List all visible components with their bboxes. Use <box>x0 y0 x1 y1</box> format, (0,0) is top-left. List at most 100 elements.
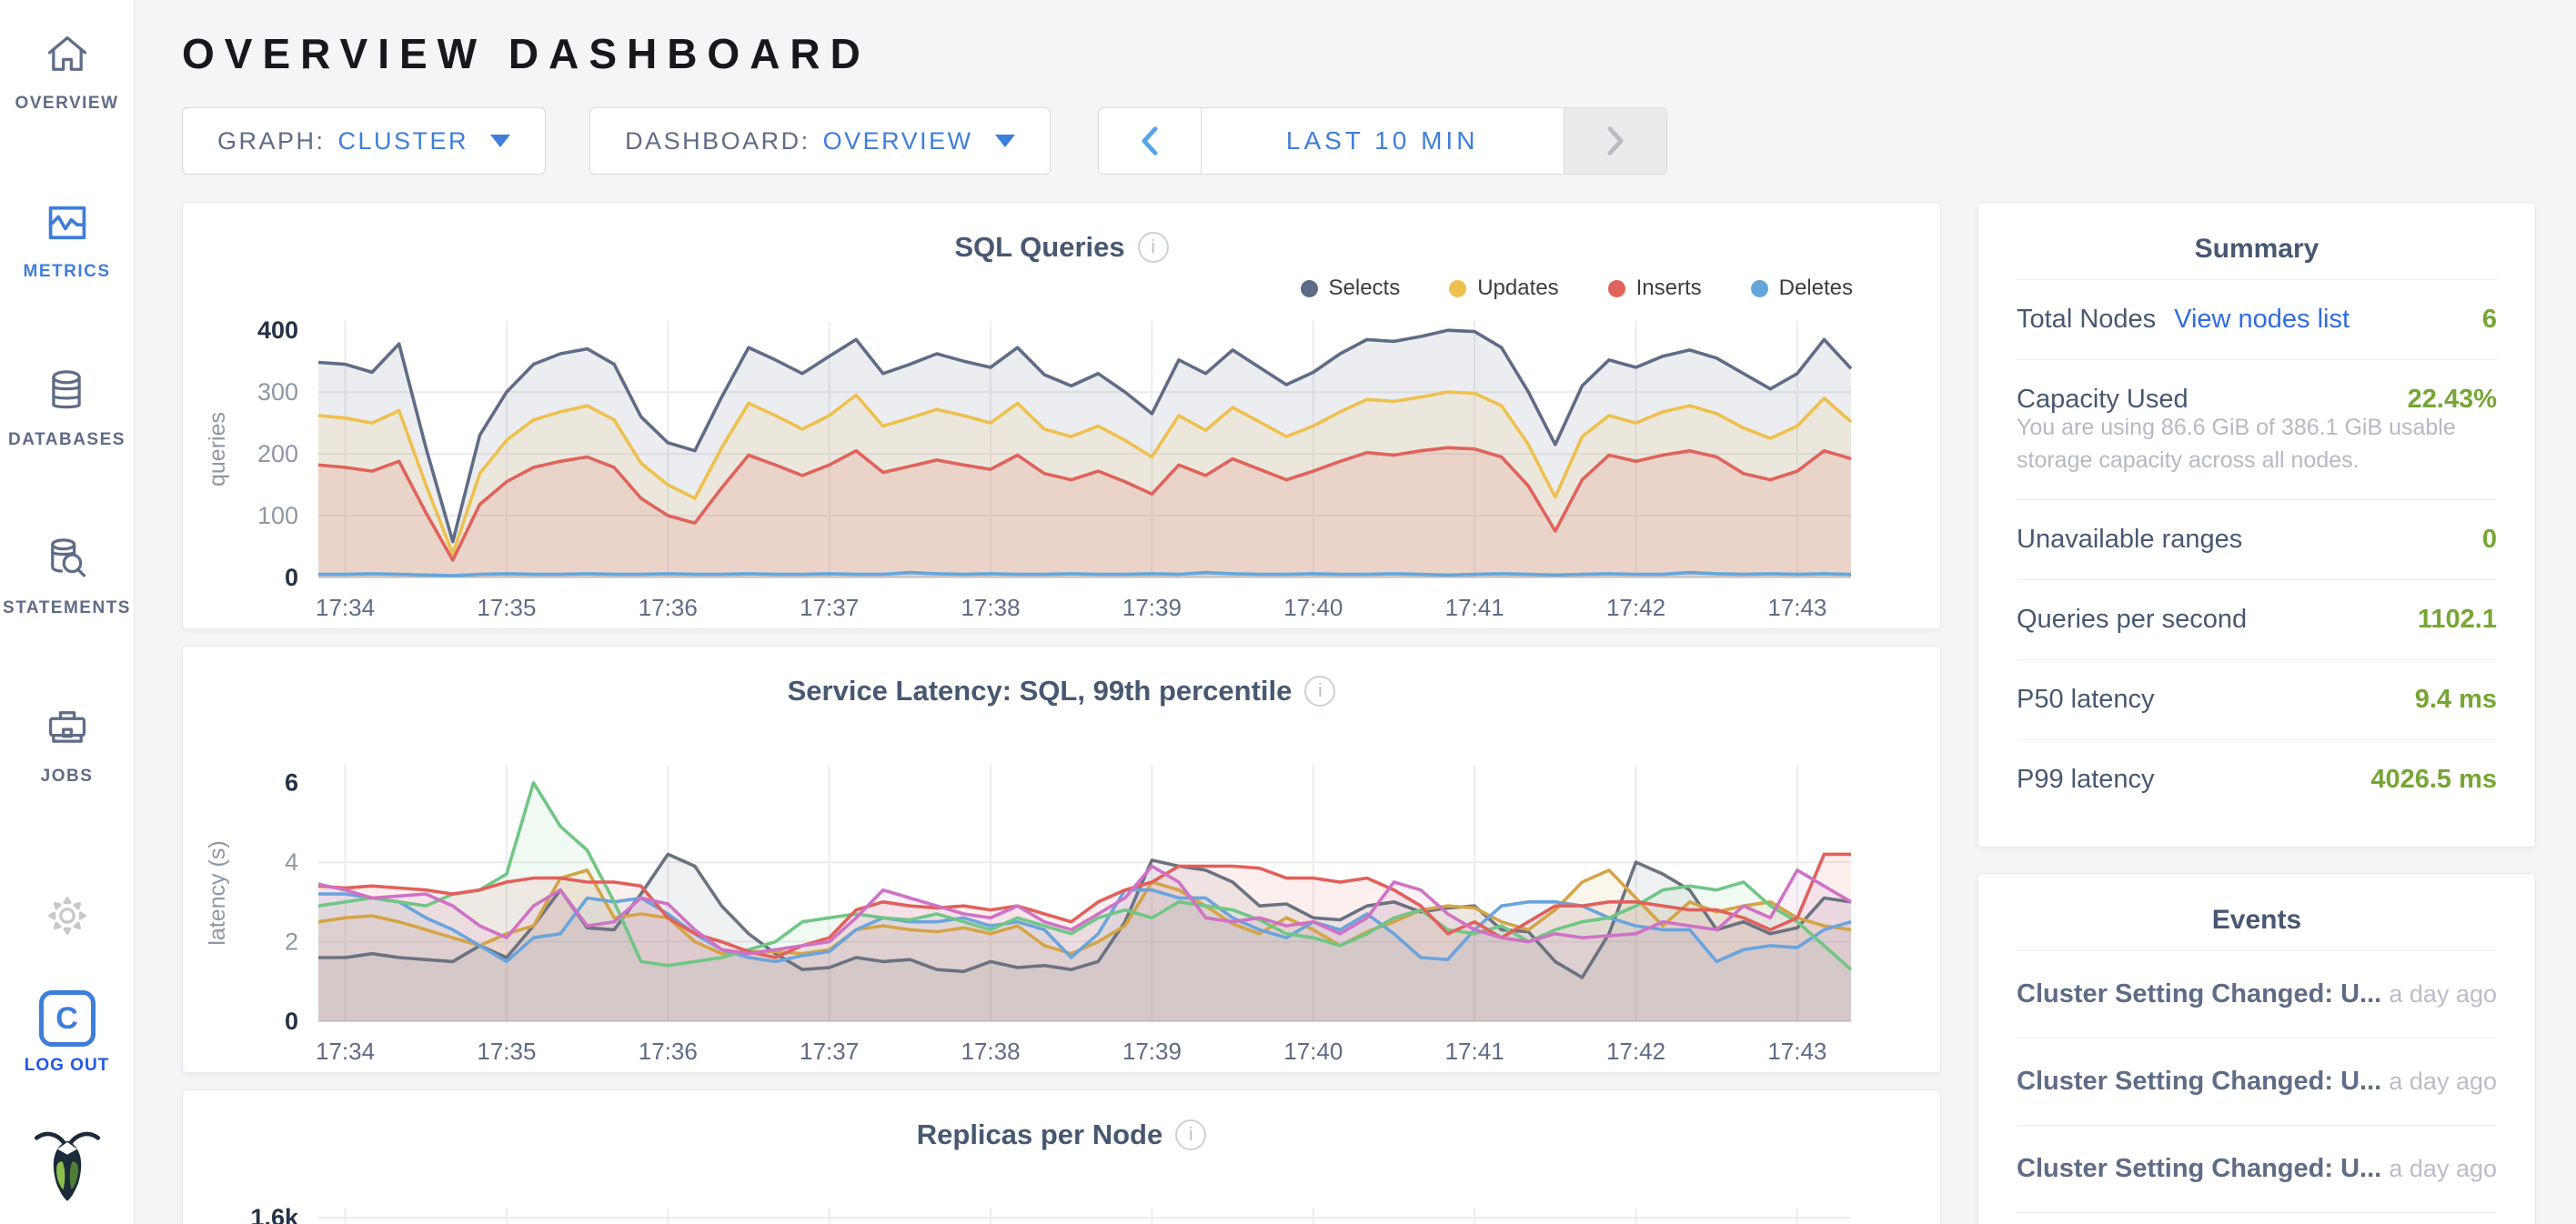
svg-text:queries: queries <box>205 412 230 487</box>
event-row[interactable]: Cluster Setting Changed: U... a day ago <box>2017 949 2497 1038</box>
view-nodes-list-link[interactable]: View nodes list <box>2174 305 2350 334</box>
svg-text:17:37: 17:37 <box>800 1038 859 1065</box>
chart-title: Service Latency: SQL, 99th percentile <box>787 675 1293 707</box>
logout-c-icon: C <box>38 990 96 1047</box>
time-next-button[interactable] <box>1564 108 1666 174</box>
svg-text:100: 100 <box>257 502 298 529</box>
sql-queries-plot[interactable]: 400 300 200 100 0 17:34 17:35 17:36 17:37 17:38 17… <box>183 308 1940 628</box>
info-icon[interactable]: i <box>1137 232 1169 263</box>
graph-dropdown-label: GRAPH: <box>217 126 326 155</box>
time-prev-button[interactable] <box>1098 108 1201 174</box>
svg-text:17:35: 17:35 <box>477 1038 536 1065</box>
svg-text:17:34: 17:34 <box>316 594 375 621</box>
legend-dot-icon <box>1300 279 1318 297</box>
qps-value: 1102.1 <box>2417 604 2497 634</box>
database-icon <box>43 367 90 419</box>
graph-dropdown[interactable]: GRAPH: CLUSTER <box>182 107 547 175</box>
sidebar-item-statements[interactable]: STATEMENTS <box>3 536 131 618</box>
svg-text:17:42: 17:42 <box>1606 1038 1665 1065</box>
p50-latency-value: 9.4 ms <box>2414 684 2497 714</box>
svg-text:17:39: 17:39 <box>1122 1038 1182 1065</box>
time-range-selector: LAST 10 MIN <box>1097 107 1667 175</box>
svg-text:17:43: 17:43 <box>1767 1038 1826 1065</box>
events-title: Events <box>2211 904 2302 935</box>
sidebar-item-jobs[interactable]: JOBS <box>41 704 94 787</box>
sidebar-item-metrics[interactable]: METRICS <box>24 199 111 282</box>
chevron-down-icon <box>994 135 1015 147</box>
svg-text:6: 6 <box>285 769 298 797</box>
chevron-down-icon <box>490 135 511 147</box>
summary-row-unavailable-ranges: Unavailable ranges 0 <box>2017 498 2497 579</box>
settings-gear-icon[interactable] <box>46 895 88 941</box>
sidebar-item-label: OVERVIEW <box>15 94 119 113</box>
svg-text:1.6k: 1.6k <box>250 1204 299 1224</box>
total-nodes-value: 6 <box>2481 305 2497 334</box>
svg-text:4: 4 <box>285 848 298 876</box>
chart-title: Replicas per Node <box>916 1119 1163 1150</box>
replicas-per-node-chart-card: Replicas per Node i 1.6k <box>182 1089 1941 1224</box>
svg-text:17:42: 17:42 <box>1606 594 1665 621</box>
svg-text:400: 400 <box>257 316 298 344</box>
legend-item-selects[interactable]: Selects <box>1300 276 1400 301</box>
svg-text:2: 2 <box>285 928 298 956</box>
legend-item-inserts[interactable]: Inserts <box>1607 276 1702 301</box>
svg-text:17:35: 17:35 <box>477 594 536 621</box>
legend-dot-icon <box>1607 279 1625 297</box>
sidebar-bottom: C LOG OUT <box>25 895 110 1224</box>
replicas-per-node-plot[interactable]: 1.6k <box>183 1196 1940 1224</box>
metrics-icon <box>44 199 91 251</box>
events-card: Events Cluster Setting Changed: U... a d… <box>1977 872 2536 1224</box>
svg-text:0: 0 <box>285 1008 298 1035</box>
capacity-caption: You are using 86.6 GiB of 386.1 GiB usab… <box>2017 415 2456 474</box>
svg-text:17:38: 17:38 <box>961 1038 1020 1065</box>
time-range-value[interactable]: LAST 10 MIN <box>1200 108 1565 174</box>
dashboard-dropdown-label: DASHBOARD: <box>625 126 810 155</box>
cockroach-logo-icon <box>25 1121 109 1209</box>
svg-text:300: 300 <box>257 378 298 406</box>
event-row[interactable]: Cluster Setting Changed: U... a day ago <box>2017 1124 2497 1212</box>
side-column: Summary Total Nodes View nodes list 6 Ca… <box>1977 202 2536 1224</box>
summary-card: Summary Total Nodes View nodes list 6 Ca… <box>1977 202 2536 848</box>
sidebar: OVERVIEW METRICS DATABASES STATEMEN <box>0 0 135 1224</box>
summary-row-total-nodes: Total Nodes View nodes list 6 <box>2017 279 2497 359</box>
home-icon <box>44 31 91 83</box>
info-icon[interactable]: i <box>1175 1119 1207 1150</box>
logout-button[interactable]: C LOG OUT <box>25 990 110 1076</box>
capacity-used-value: 22.43% <box>2407 385 2497 414</box>
summary-row-capacity: Capacity Used 22.43% <box>2017 359 2497 424</box>
legend-dot-icon <box>1449 279 1467 297</box>
svg-text:17:38: 17:38 <box>961 594 1020 621</box>
chart-title: SQL Queries <box>954 231 1125 263</box>
event-row[interactable]: Cluster Setting Changed: U... a day ago <box>2017 1037 2497 1125</box>
unavailable-ranges-value: 0 <box>2481 524 2497 554</box>
svg-text:17:41: 17:41 <box>1445 1038 1504 1065</box>
summary-row-p50: P50 latency 9.4 ms <box>2017 658 2497 739</box>
svg-text:latency (s): latency (s) <box>205 840 230 945</box>
dashboard-controls: GRAPH: CLUSTER DASHBOARD: OVERVIEW LAST … <box>182 107 2536 175</box>
legend-dot-icon <box>1750 279 1768 297</box>
svg-text:17:40: 17:40 <box>1283 1038 1343 1065</box>
svg-text:0: 0 <box>285 564 298 591</box>
graph-dropdown-value: CLUSTER <box>337 126 469 155</box>
sidebar-item-overview[interactable]: OVERVIEW <box>15 31 118 114</box>
summary-row-p99: P99 latency 4026.5 ms <box>2017 738 2497 819</box>
statements-icon <box>44 536 91 587</box>
p99-latency-value: 4026.5 ms <box>2370 764 2497 794</box>
charts-column: SQL Queries i Selects Updates Inserts <box>182 202 1941 1224</box>
event-row[interactable]: Cluster Setting Changed: U... a day ago <box>2017 1211 2497 1224</box>
sidebar-item-label: DATABASES <box>8 430 126 449</box>
summary-title: Summary <box>2194 234 2319 264</box>
sidebar-item-databases[interactable]: DATABASES <box>8 367 126 450</box>
sql-queries-chart-card: SQL Queries i Selects Updates Inserts <box>182 202 1941 629</box>
briefcase-icon <box>44 704 91 756</box>
page-title: OVERVIEW DASHBOARD <box>182 30 870 77</box>
service-latency-plot[interactable]: 6 4 2 0 17:34 17:35 17:36 17:37 17:38 17:39 17:40 1… <box>183 752 1940 1072</box>
legend-item-updates[interactable]: Updates <box>1449 276 1559 301</box>
svg-text:17:39: 17:39 <box>1122 594 1182 621</box>
info-icon[interactable]: i <box>1304 676 1336 707</box>
dashboard-dropdown[interactable]: DASHBOARD: OVERVIEW <box>589 107 1051 175</box>
dashboard-dropdown-value: OVERVIEW <box>822 126 973 155</box>
sidebar-item-label: JOBS <box>40 767 94 786</box>
svg-text:17:40: 17:40 <box>1283 594 1343 621</box>
legend-item-deletes[interactable]: Deletes <box>1750 276 1853 301</box>
